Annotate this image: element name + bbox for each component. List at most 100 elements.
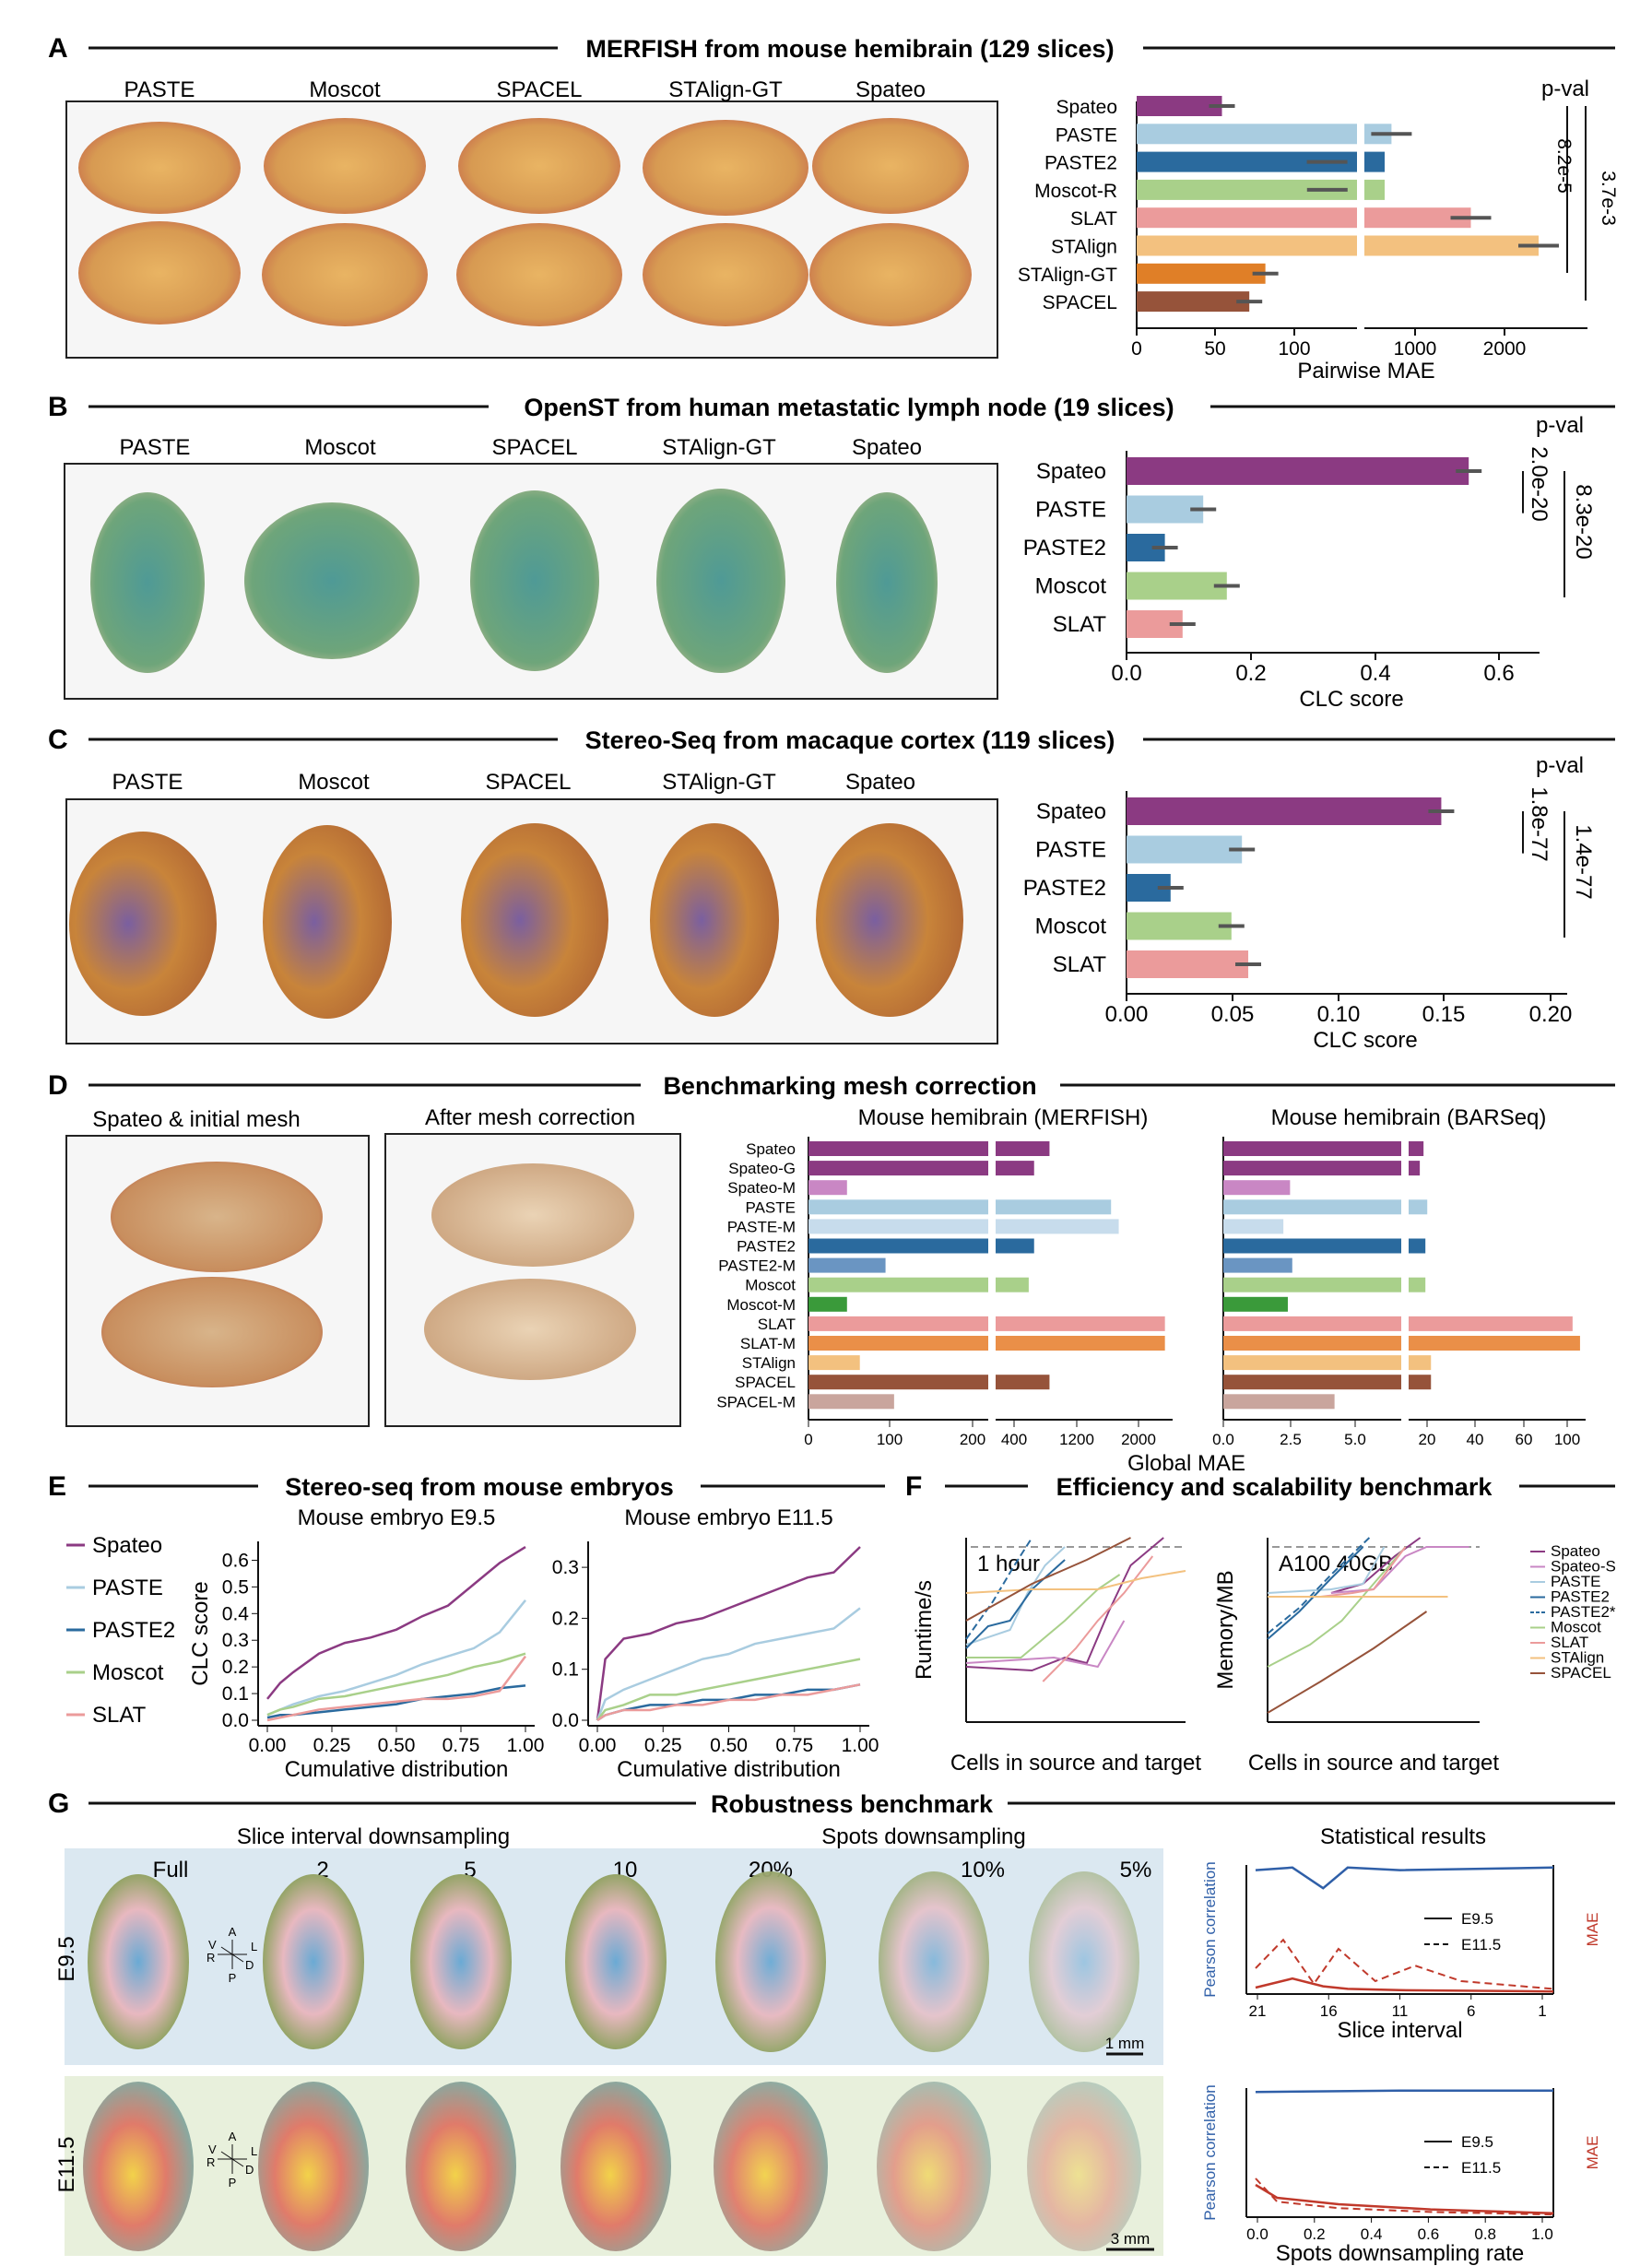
bar-stalign-gt [1137, 263, 1266, 284]
bar-seg1-paste [1137, 124, 1357, 145]
bar-spateo-g [1223, 1161, 1401, 1176]
panel-a-brain-renderings [78, 118, 972, 326]
chart-embryo-6: Mouse embryo E11.5 0.00 0.25 0.50 0.75 1.00 0.… [552, 1505, 879, 1782]
chart-robustness-9: 21 16 11 6 1 Slice interval Pearson correlatio… [1201, 1861, 1601, 2043]
line-spateo [965, 1537, 1164, 1672]
xtick-label: 0.00 [249, 1735, 287, 1756]
bar-seg2-paste2 [1409, 1238, 1426, 1254]
line-paste [1267, 1546, 1386, 1594]
category-moscot: Moscot [745, 1277, 796, 1294]
xtick-label: 2.5 [1280, 1431, 1302, 1448]
bar-paste2 [808, 1238, 988, 1254]
category-slat: SLAT [1053, 952, 1107, 977]
line-mae-e115 [1255, 1938, 1554, 1990]
scale-label-1mm: 1 mm [1105, 2035, 1145, 2052]
chart-robustness-10: 0.0 0.2 0.4 0.6 0.8 1.0 Spots downsampling rat… [1201, 2084, 1601, 2266]
bar-slat-m [808, 1336, 988, 1351]
statistical-results-title: Statistical results [1320, 1824, 1486, 1849]
xtick-label: 200 [960, 1431, 985, 1448]
legend-label-slat: SLAT [1551, 1634, 1588, 1651]
xtick-label: 50 [1204, 338, 1225, 360]
bar-moscot [808, 1277, 988, 1292]
xtick-label: 0.25 [313, 1735, 351, 1756]
mesh-chart-title: Mouse hemibrain (BARSeq) [1271, 1105, 1547, 1130]
spot-label-10: 10% [961, 1858, 1005, 1882]
category-slat: SLAT [1053, 612, 1107, 637]
y-axis-label: CLC score [188, 1581, 213, 1685]
bar-seg2-moscot-r [1364, 179, 1385, 200]
legend-e115: E11.5 [1461, 2159, 1501, 2177]
xtick-label: 0.05 [1211, 1002, 1255, 1027]
panel-a-method-labels: PASTE Moscot SPACEL STAlign-GT Spateo [124, 77, 926, 102]
line-stalign [965, 1570, 1186, 1594]
x-axis-label: Cells in source and target [950, 1751, 1201, 1776]
bar-paste2 [1223, 1238, 1401, 1254]
pvalue-2: 1.4e-77 [1571, 824, 1596, 899]
chart-embryo-5: Mouse embryo E9.5 0.00 0.25 0.50 0.75 1.00 0.0… [188, 1505, 544, 1782]
orientation-glyph-e115: A V L R D P [206, 2130, 257, 2189]
category-paste: PASTE [1035, 498, 1106, 523]
category-paste-m: PASTE-M [727, 1218, 796, 1235]
xtick-label: 11 [1392, 2002, 1409, 2020]
embryo-chart-title: Mouse embryo E11.5 [624, 1505, 832, 1530]
axis-v: V [208, 1938, 217, 1952]
bar-paste-m [808, 1219, 988, 1234]
xtick-label: 0.75 [775, 1735, 813, 1756]
bar-stalign [1223, 1355, 1401, 1371]
category-stalign: STAlign [1051, 237, 1117, 258]
legend-label-spateo-s: Spateo-S [1551, 1558, 1616, 1576]
ytick-label: 0.0 [222, 1710, 249, 1731]
row-label-e115: E11.5 [54, 2137, 79, 2193]
x-axis-label: Global MAE [1127, 1451, 1245, 1476]
bar-moscot-m [1223, 1296, 1288, 1312]
bar-seg1-paste2 [1137, 151, 1357, 172]
xtick-label: 100 [1554, 1431, 1580, 1448]
xtick-label: 0.15 [1422, 1002, 1466, 1027]
category-moscot-m: Moscot-M [726, 1296, 796, 1314]
line-spateo [1330, 1537, 1422, 1594]
category-slat-m: SLAT-M [740, 1335, 796, 1352]
bar-slat [808, 1316, 988, 1331]
bar-spacel [808, 1375, 988, 1390]
panel-g-letter: G [48, 1788, 69, 1819]
method-label-moscot: Moscot [298, 770, 370, 795]
y-axis-label: Pearson correlation [1201, 2084, 1219, 2220]
line-paste2 [1267, 1546, 1364, 1640]
mesh-chart-title: Mouse hemibrain (MERFISH) [858, 1105, 1149, 1130]
xtick-label: 0.00 [1105, 1002, 1149, 1027]
bar-seg1-stalign [1137, 235, 1357, 256]
xtick-label: 40 [1467, 1431, 1484, 1448]
category-spacel: SPACEL [735, 1374, 796, 1391]
line-moscot [966, 1574, 1121, 1658]
xtick-label: 0.2 [1235, 661, 1266, 686]
ytick-label: 0.2 [552, 1608, 579, 1629]
xtick-label: 0.75 [442, 1735, 480, 1756]
y2-axis-label: MAE [1584, 2136, 1601, 2170]
bar-paste [1127, 835, 1243, 864]
bar-seg2-paste [1409, 1199, 1428, 1215]
chart-a-pairwise-mae: Spateo PASTE PASTE2 Moscot-R SLAT STAlign STAl… [1018, 77, 1619, 384]
axis-p: P [229, 1971, 237, 1985]
pvalue-title: p-val [1541, 77, 1589, 101]
legend-label-spateo: Spateo [1551, 1542, 1600, 1560]
line-slat [1320, 1546, 1407, 1598]
method-label-spateo: Spateo [852, 435, 922, 460]
category-paste: PASTE [1056, 124, 1117, 146]
method-label-stalign-gt: STAlign-GT [668, 77, 783, 102]
method-label-paste: PASTE [120, 435, 191, 460]
line-moscot [266, 1652, 526, 1717]
line-paste [965, 1546, 1066, 1646]
bar-stalign [808, 1355, 860, 1371]
category-paste: PASTE [746, 1198, 796, 1216]
scale-label-3mm: 3 mm [1111, 2230, 1150, 2248]
xtick-label: 0.00 [579, 1735, 617, 1756]
limit-annotation: 1 hour [977, 1552, 1040, 1576]
axis-p: P [229, 2176, 237, 2189]
mesh-initial-label: Spateo & initial mesh [92, 1107, 300, 1132]
category-spateo: Spateo [1036, 799, 1106, 824]
bar-seg2-spacel [1409, 1375, 1432, 1390]
x-axis-label: Slice interval [1337, 2018, 1462, 2043]
ytick-label: 0.1 [222, 1683, 249, 1705]
legend-label-spacel: SPACEL [1551, 1664, 1611, 1682]
bar-seg2-paste [996, 1199, 1112, 1215]
